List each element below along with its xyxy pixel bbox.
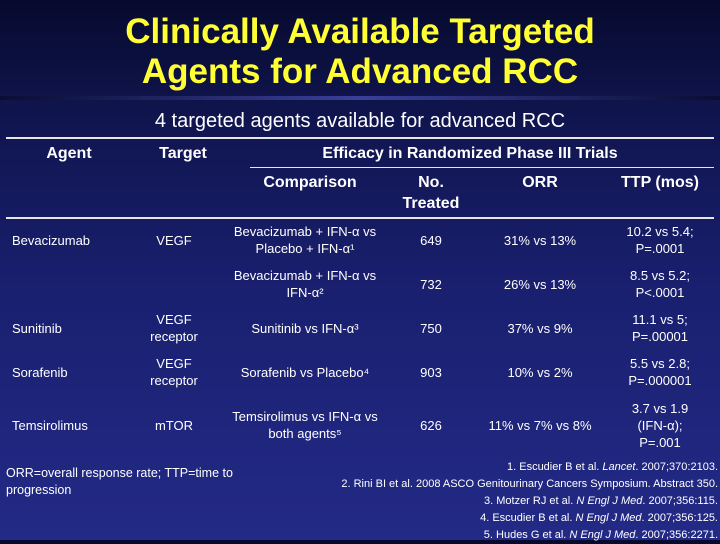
references: 1. Escudier B et al. Lancet. 2007;370:21… [298, 459, 718, 544]
row4-ttp-line-2: P=.000001 [628, 373, 692, 388]
reference-item: 2. Rini BI et al. 2008 ASCO Genitourinar… [341, 478, 718, 490]
slide-title-line-2: Agents for Advanced RCC [141, 52, 579, 91]
row2-comparison-line-1: Bevacizumab + IFN-α vs [233, 268, 377, 283]
row1-treated: 649 [420, 232, 442, 248]
row1-ttp: 10.2 vs 5.4; P=.0001 [605, 222, 715, 258]
row5-target: mTOR [154, 417, 194, 433]
slide-subtitle: 4 targeted agents available for advanced… [154, 110, 566, 132]
reference-item: 3. Motzer RJ et al. N Engl J Med. 2007;3… [484, 495, 718, 507]
header-efficacy: Efficacy in Randomized Phase III Trials [322, 145, 618, 162]
row2-comparison-line-2: IFN-α² [286, 285, 324, 300]
divider-header [6, 217, 714, 219]
row1-comparison-line-2: Placebo + IFN-α¹ [255, 241, 355, 256]
row4-treated: 903 [420, 364, 442, 380]
reference-item: 5. Hudes G et al. N Engl J Med. 2007;356… [483, 529, 718, 541]
row5-orr: 11% vs 7% vs 8% [488, 417, 592, 433]
header-comparison: Comparison [263, 174, 357, 191]
header-no-treated-line-2: Treated [402, 195, 460, 212]
row4-ttp: 5.5 vs 2.8; P=.000001 [605, 354, 715, 390]
header-ttp: TTP (mos) [621, 174, 699, 191]
row2-treated: 732 [420, 276, 442, 292]
reference-item: 1. Escudier B et al. Lancet. 2007;370:21… [507, 461, 718, 473]
abbreviation-footnote: ORR=overall response rate; TTP=time to p… [6, 466, 233, 497]
row1-ttp-line-2: P=.0001 [635, 241, 685, 256]
header-agent: Agent [46, 145, 92, 162]
divider-efficacy [250, 167, 714, 168]
row4-ttp-line-1: 5.5 vs 2.8; [630, 356, 690, 371]
row5-comparison-line-1: Temsirolimus vs IFN-α vs [232, 409, 378, 424]
row1-agent: Bevacizumab [12, 232, 91, 248]
row4-target-line-2: receptor [150, 373, 198, 388]
row5-ttp: 3.7 vs 1.9 (IFN-α); P=.001 [605, 398, 715, 452]
row3-ttp: 11.1 vs 5; P=.00001 [605, 310, 715, 346]
row1-comparison: Bevacizumab + IFN-α vs Placebo + IFN-α¹ [215, 222, 395, 258]
row4-target: VEGF receptor [138, 354, 210, 390]
header-orr: ORR [522, 174, 558, 191]
row2-comparison: Bevacizumab + IFN-α vs IFN-α² [215, 266, 395, 302]
row5-agent: Temsirolimus [12, 417, 88, 433]
row5-ttp-line-1: 3.7 vs 1.9 [631, 400, 689, 416]
slide-title: Clinically Available Targeted Agents for… [0, 12, 720, 92]
row5-ttp-line-3: P=.001 [639, 434, 681, 450]
slide-title-line-1: Clinically Available Targeted [125, 12, 595, 51]
row5-comparison-line-2: both agents⁵ [268, 426, 342, 441]
reference-item: 4. Escudier B et al. N Engl J Med. 2007;… [480, 512, 718, 524]
row1-orr: 31% vs 13% [503, 232, 577, 248]
row4-orr: 10% vs 2% [507, 364, 573, 380]
title-band [0, 96, 720, 100]
header-no-treated-line-1: No. [418, 174, 444, 191]
row2-ttp: 8.5 vs 5.2; P<.0001 [605, 266, 715, 302]
header-no-treated: No. Treated [390, 172, 472, 214]
row3-target: VEGF receptor [138, 310, 210, 346]
row5-ttp-line-2: (IFN-α); [637, 417, 683, 433]
row3-ttp-line-2: P=.00001 [631, 329, 689, 344]
row3-agent: Sunitinib [12, 320, 62, 336]
row5-comparison: Temsirolimus vs IFN-α vs both agents⁵ [215, 398, 395, 452]
row4-agent: Sorafenib [12, 364, 68, 380]
row1-ttp-line-1: 10.2 vs 5.4; [626, 224, 694, 239]
row3-comparison: Sunitinib vs IFN-α³ [251, 320, 359, 336]
row4-comparison: Sorafenib vs Placebo⁴ [240, 364, 370, 380]
row2-ttp-line-1: 8.5 vs 5.2; [630, 268, 690, 283]
row3-treated: 750 [420, 320, 442, 336]
row2-ttp-line-2: P<.0001 [635, 285, 685, 300]
divider-top [6, 137, 714, 139]
row1-comparison-line-1: Bevacizumab + IFN-α vs [233, 224, 377, 239]
row3-ttp-line-1: 11.1 vs 5; [632, 312, 688, 327]
row1-target: VEGF [156, 232, 192, 248]
row3-target-line-2: receptor [150, 329, 198, 344]
row3-orr: 37% vs 9% [507, 320, 573, 336]
row3-target-line-1: VEGF [156, 312, 192, 327]
header-target: Target [159, 145, 207, 162]
row5-treated: 626 [420, 417, 442, 433]
row4-target-line-1: VEGF [156, 356, 192, 371]
row2-orr: 26% vs 13% [503, 276, 577, 292]
